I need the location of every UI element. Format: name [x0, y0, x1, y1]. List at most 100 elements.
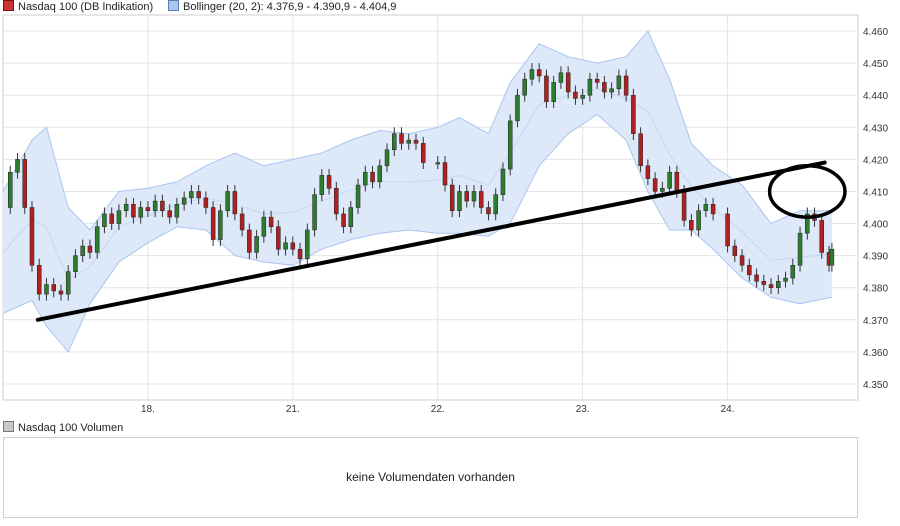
candle-body — [377, 165, 383, 183]
annotations — [35, 160, 847, 322]
candle-body — [73, 255, 78, 272]
candle-body — [44, 284, 49, 295]
candle-body — [225, 191, 230, 211]
candle-body — [829, 248, 835, 266]
candles — [7, 63, 835, 301]
candle-body — [363, 171, 368, 186]
candle-body — [616, 75, 622, 90]
candle-body — [203, 197, 209, 208]
highlight-circle — [767, 164, 847, 219]
bollinger-fill — [3, 31, 832, 352]
candle-body — [29, 207, 35, 266]
candle-body — [594, 78, 600, 83]
candle-body — [623, 75, 629, 96]
candle-body — [710, 204, 716, 215]
y-tick-label: 4.360 — [863, 348, 888, 359]
candle-body — [218, 210, 223, 240]
candle-body — [681, 191, 687, 221]
candle-body — [87, 245, 93, 253]
candle-body — [123, 204, 129, 211]
x-tick-label: 23. — [576, 404, 590, 415]
candle-body — [51, 284, 56, 292]
candle-body — [297, 248, 303, 260]
candle-body — [493, 194, 498, 215]
price-chart: 4.350 4.360 4.370 4.380 4.390 4.400 4.410 4.420… — [2, 14, 888, 415]
candle-body — [558, 72, 564, 83]
candle-body — [276, 226, 281, 250]
candle-body — [406, 139, 412, 144]
bollinger-legend: Bollinger (20, 2): 4.376,9 - 4.390,9 - 4… — [168, 0, 396, 14]
candle-body — [776, 281, 781, 288]
candle-body — [471, 191, 477, 202]
candle-body — [58, 290, 64, 295]
candle-body — [167, 210, 172, 218]
candle-body — [515, 94, 520, 122]
candle-body — [131, 204, 136, 218]
candle-body — [486, 207, 491, 215]
bollinger-legend-swatch — [168, 0, 179, 11]
price-legend: Nasdaq 100 (DB Indikation) — [3, 0, 153, 14]
candle-body — [768, 284, 774, 288]
candle-body — [544, 75, 549, 102]
candle-body — [602, 82, 607, 93]
candle-body — [609, 88, 614, 93]
candle-body — [341, 213, 346, 228]
candle-body — [732, 245, 738, 256]
candle-body — [819, 220, 825, 253]
candle-body — [413, 139, 419, 144]
y-tick-label: 4.430 — [863, 123, 888, 134]
candle-body — [254, 236, 259, 253]
price-legend-swatch — [3, 0, 14, 11]
candle-body — [645, 165, 651, 179]
x-tick-label: 22. — [431, 404, 445, 415]
candle-body — [703, 204, 709, 211]
candle-body — [109, 213, 114, 224]
candle-body — [65, 271, 71, 295]
candle-body — [797, 232, 803, 266]
candle-body — [421, 143, 426, 163]
candle-body — [399, 133, 404, 144]
candle-body — [500, 168, 506, 195]
volume-panel: keine Volumendaten vorhanden — [3, 437, 858, 518]
y-tick-label: 4.370 — [863, 316, 888, 327]
candle-body — [196, 191, 201, 199]
y-tick-label: 4.420 — [863, 155, 888, 166]
candle-body — [435, 162, 440, 165]
bollinger-band — [2, 30, 832, 353]
candle-body — [384, 149, 390, 167]
candle-body — [790, 265, 796, 279]
candle-body — [348, 207, 354, 227]
candle-body — [761, 281, 767, 285]
candle-body — [573, 91, 578, 99]
candle-body — [522, 78, 527, 96]
candle-body — [160, 200, 165, 211]
y-tick-label: 4.350 — [863, 380, 888, 391]
candle-body — [334, 188, 339, 215]
candle-body — [747, 265, 752, 276]
candle-body — [102, 213, 107, 228]
candle-body — [392, 133, 397, 150]
volume-empty-message: keine Volumendaten vorhanden — [346, 470, 515, 484]
trendline — [35, 160, 827, 322]
x-tick-label: 24. — [721, 404, 735, 415]
candle-body — [247, 229, 252, 253]
candle-body — [587, 78, 593, 96]
candle-body — [370, 171, 375, 183]
price-legend-label: Nasdaq 100 (DB Indikation) — [18, 1, 154, 13]
candle-body — [660, 188, 665, 192]
candle-body — [638, 133, 643, 167]
candle-body — [261, 216, 267, 237]
candle-body — [457, 191, 462, 211]
candle-body — [22, 159, 27, 208]
y-tick-label: 4.400 — [863, 220, 888, 231]
candle-body — [783, 277, 788, 282]
y-tick-label: 4.450 — [863, 59, 888, 70]
candle-body — [805, 213, 810, 234]
candle-body — [652, 178, 658, 192]
candle-body — [674, 171, 680, 192]
candle-body — [312, 194, 317, 231]
candle-body — [507, 120, 513, 170]
candle-body — [580, 94, 585, 99]
candle-body — [551, 82, 556, 102]
candle-body — [529, 69, 535, 80]
